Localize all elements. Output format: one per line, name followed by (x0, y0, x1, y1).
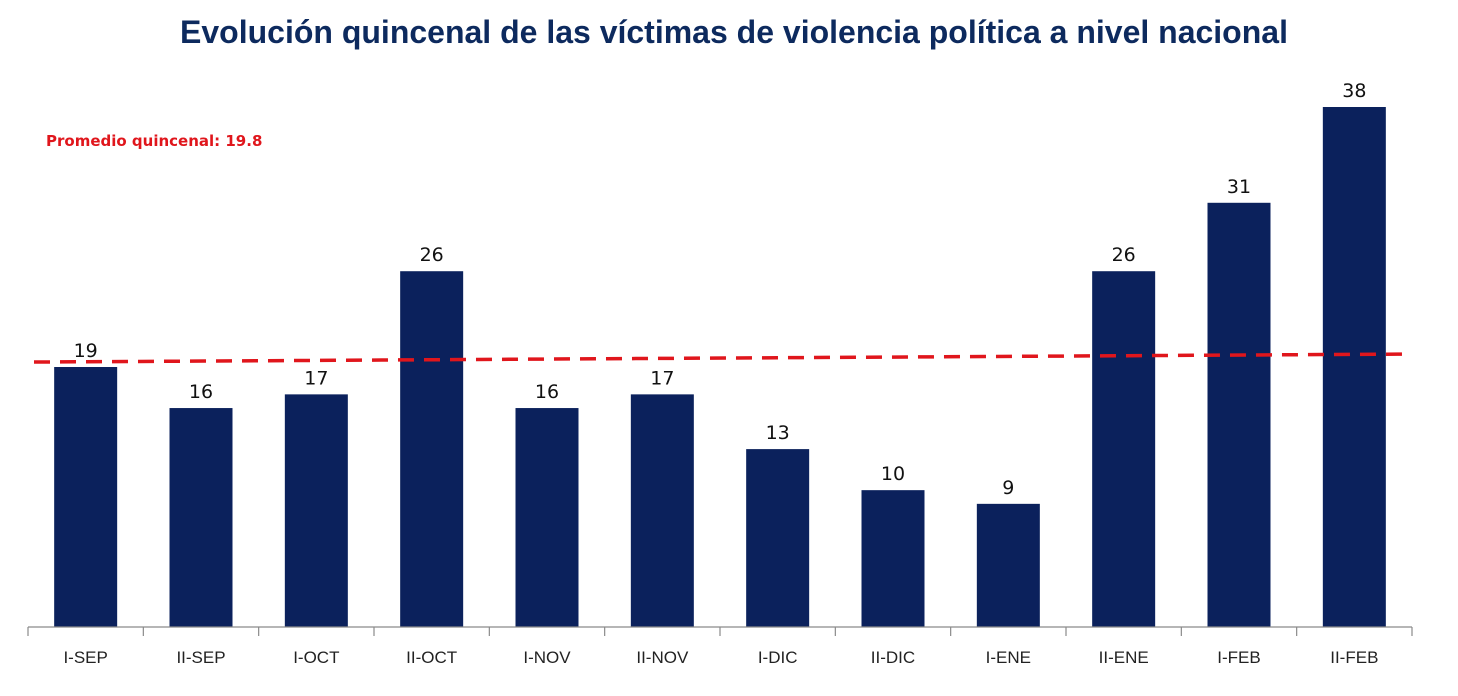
data-label: 19 (74, 340, 98, 362)
x-tick-label: II-FEB (1330, 648, 1378, 667)
bar-ii-ene (1092, 271, 1156, 627)
bar-i-sep (54, 367, 118, 627)
chart-title: Evolución quincenal de las víctimas de v… (180, 14, 1288, 50)
x-tick-label: II-OCT (406, 648, 457, 667)
x-tick-label: II-DIC (871, 648, 915, 667)
data-label: 16 (189, 381, 213, 403)
x-tick-label: I-ENE (986, 648, 1031, 667)
x-tick-label: II-NOV (636, 648, 689, 667)
x-tick-label: I-OCT (293, 648, 339, 667)
bar-ii-oct (400, 271, 464, 627)
bar-i-oct (284, 394, 348, 627)
data-label: 13 (766, 422, 790, 444)
data-label: 16 (535, 381, 559, 403)
x-tick-label: I-SEP (63, 648, 107, 667)
bar-i-feb (1207, 202, 1271, 627)
x-tick-label: I-DIC (758, 648, 798, 667)
bars-group (54, 107, 1386, 627)
bar-i-ene (976, 503, 1040, 627)
bar-i-nov (515, 408, 579, 627)
x-tick-label: I-NOV (523, 648, 571, 667)
data-labels-group: 19 16 17 26 16 17 13 10 9 26 31 38 (74, 80, 1367, 499)
data-label: 26 (1112, 244, 1136, 266)
x-axis (27, 626, 1413, 636)
bar-ii-nov (630, 394, 694, 627)
bar-ii-dic (861, 490, 925, 627)
x-tick-labels-group: I-SEP II-SEP I-OCT II-OCT I-NOV II-NOV I-DIC II… (63, 648, 1378, 667)
average-reference-line (33, 352, 1411, 364)
x-tick-label: II-SEP (176, 648, 225, 667)
data-label: 31 (1227, 176, 1251, 198)
data-label: 17 (304, 367, 328, 389)
data-label: 38 (1342, 80, 1366, 102)
x-tick-label: II-ENE (1099, 648, 1149, 667)
bar-i-dic (746, 449, 810, 627)
data-label: 26 (420, 244, 444, 266)
x-tick-label: I-FEB (1217, 648, 1260, 667)
data-label: 10 (881, 463, 905, 485)
bar-ii-feb (1322, 107, 1386, 627)
average-label: Promedio quincenal: 19.8 (46, 132, 263, 150)
data-label: 17 (650, 367, 674, 389)
bar-ii-sep (169, 408, 233, 627)
data-label: 9 (1002, 477, 1014, 499)
